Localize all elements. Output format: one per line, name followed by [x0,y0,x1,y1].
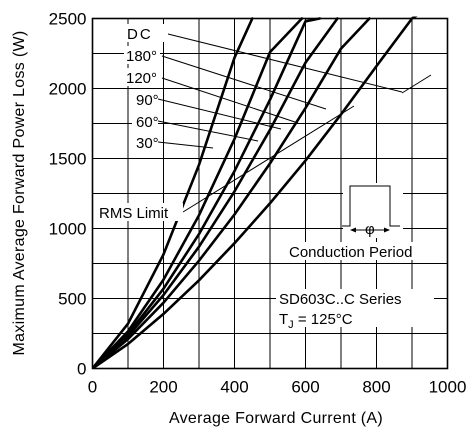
rms-limit-label: RMS Limit [99,205,169,222]
leader-dc [167,33,403,93]
x-tick-label: 0 [88,378,97,397]
series-label-dc: DC [127,26,153,43]
series-line-2 [92,17,339,369]
x-tick-label: 1000 [429,378,467,397]
leader-180 [161,55,327,110]
y-tick-label: 1000 [49,220,87,239]
x-tick-label: 400 [220,378,248,397]
x-tick-label: 800 [362,378,390,397]
leader-60 [157,120,259,142]
y-tick-label: 500 [58,290,86,309]
x-axis-title: Average Forward Current (A) [169,410,383,427]
series-line-1 [92,17,371,369]
series-label-60: 60° [136,114,159,131]
leader-rms-right [401,74,432,94]
series-label-30: 30° [136,135,159,152]
leader-120 [161,77,299,124]
plot-frame [91,17,449,370]
y-axis-title: Maximum Average Forward Power Loss (W) [11,31,28,356]
tj-value: = 125°C [294,311,353,328]
series-labels: DC 180° 120° 90° 60° 30° [122,24,166,152]
device-series-label: SD603C..C Series [279,291,402,308]
series-label-90: 90° [136,92,159,109]
x-tick-label: 200 [149,378,177,397]
series-label-120: 120° [126,70,157,87]
leader-90 [157,98,282,130]
tj-subscript: J [288,319,294,331]
y-tick-label: 2000 [49,80,87,99]
conduction-waveform [342,185,400,227]
x-tick-label: 600 [291,378,319,397]
tick-labels: 0 200 400 600 800 1000 0 500 1000 1500 2000 2500 [49,10,467,397]
conduction-angle-symbol: φ [365,221,375,238]
series-label-180: 180° [126,48,157,65]
label-leaders [157,33,432,213]
arrow-head-right [384,227,390,233]
y-tick-label: 2500 [49,10,87,29]
y-tick-label: 0 [77,360,86,379]
series-line-4 [92,17,304,369]
conduction-period-label: Conduction Period [289,244,412,261]
leader-rms [182,105,355,213]
leader-30 [157,141,214,149]
series-line-0 [92,16,418,369]
y-tick-label: 1500 [49,150,87,169]
junction-temp-label: TJ = 125°C [279,311,353,331]
series-line-3 [92,17,322,369]
arrow-head-left [350,227,356,233]
conduction-period-inset: φ Conduction Period [286,183,438,261]
tj-prefix: T [279,311,288,328]
